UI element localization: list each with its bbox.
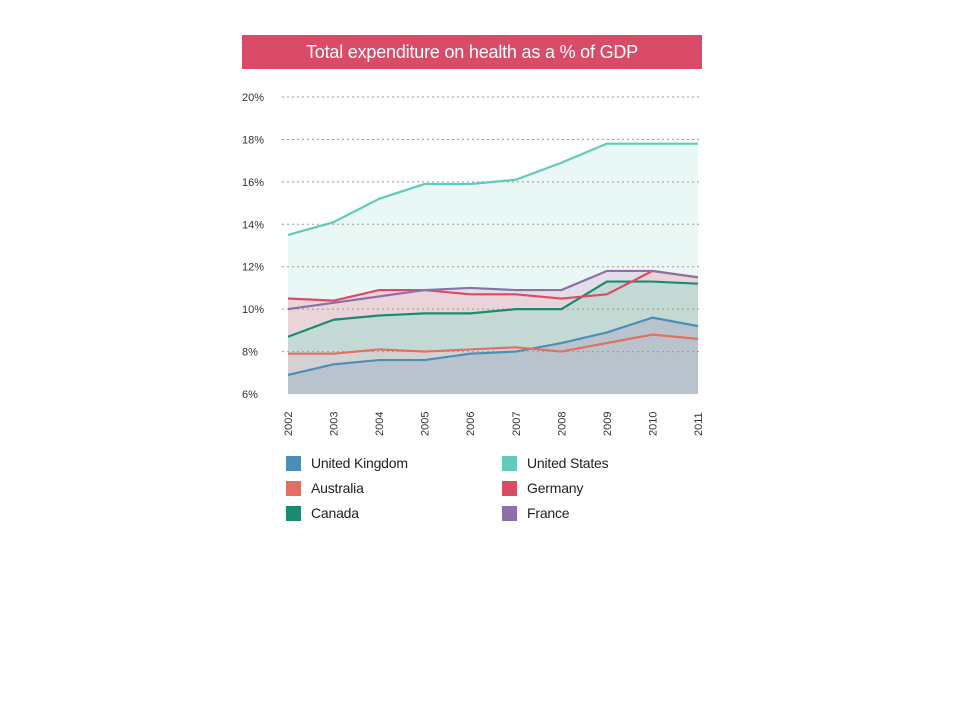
legend-swatch [502, 480, 517, 496]
y-tick-label: 14% [242, 219, 264, 231]
x-tick-label: 2009 [602, 412, 614, 436]
y-tick-label: 6% [242, 389, 258, 401]
x-tick-label: 2011 [693, 412, 705, 436]
x-axis-ticks: 2002 2003 2004 2005 2006 2007 2008 2009 2010 2011 [283, 412, 705, 436]
y-tick-label: 12% [242, 262, 264, 274]
legend-swatch [286, 480, 301, 496]
legend-label: France [527, 505, 570, 521]
legend-item-germany: Germany [502, 480, 583, 496]
line-australia [288, 333, 699, 355]
area-united-kingdom [288, 317, 698, 394]
legend-label: Australia [311, 480, 364, 496]
legend-label: Germany [527, 480, 584, 496]
y-tick-label: 10% [242, 304, 264, 316]
legend-swatch [502, 505, 517, 521]
y-tick-label: 16% [242, 177, 264, 189]
legend-item-australia: Australia [286, 480, 364, 496]
legend-item-united-states: United States [502, 455, 609, 471]
x-tick-label: 2006 [465, 412, 477, 436]
legend-swatch [286, 505, 301, 521]
y-axis-ticks: 6% 8% 10% 12% 14% 16% 18% 20% [242, 92, 264, 401]
x-tick-label: 2005 [420, 412, 432, 436]
x-tick-label: 2003 [329, 412, 341, 436]
y-tick-label: 18% [242, 134, 264, 146]
legend-item-united-kingdom: United Kingdom [286, 455, 408, 471]
legend-label: United Kingdom [311, 455, 408, 471]
line-france [287, 269, 699, 311]
legend-item-canada: Canada [286, 505, 359, 521]
x-tick-label: 2010 [647, 412, 659, 436]
series-lines [287, 142, 699, 376]
chart-title: Total expenditure on health as a % of GD… [305, 41, 638, 62]
x-tick-label: 2007 [511, 412, 523, 436]
series-fills [288, 143, 698, 394]
x-tick-label: 2002 [283, 412, 295, 436]
y-tick-label: 20% [242, 92, 264, 104]
x-tick-label: 2008 [556, 412, 568, 436]
y-tick-label: 8% [242, 347, 258, 359]
legend-swatch [286, 455, 301, 471]
line-united-kingdom [287, 316, 699, 376]
legend-swatch [502, 455, 517, 471]
line-germany [287, 269, 699, 302]
legend-label: Canada [311, 505, 359, 521]
legend-item-france: France [502, 505, 570, 521]
chart-title-background [242, 35, 702, 69]
legend-label: United States [527, 455, 609, 471]
x-tick-label: 2004 [374, 412, 386, 436]
line-united-states [287, 142, 698, 236]
